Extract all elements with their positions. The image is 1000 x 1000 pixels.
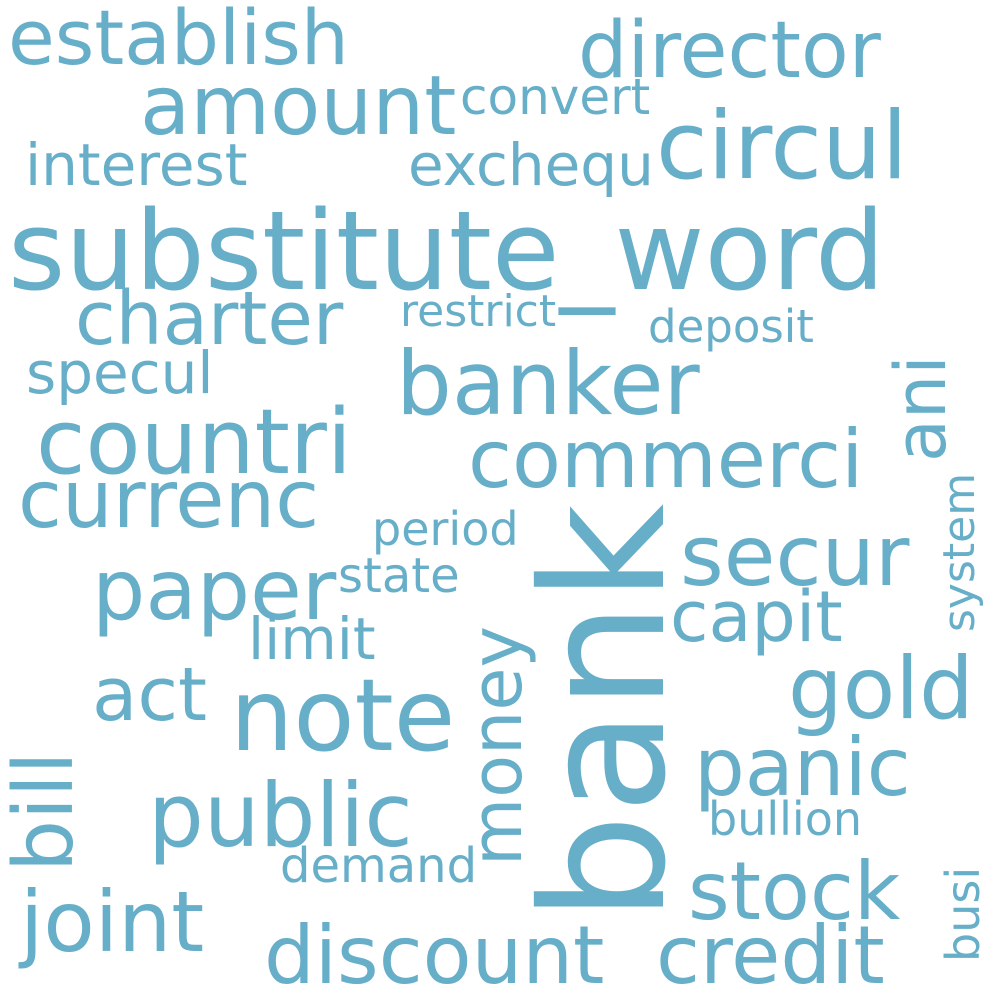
word-note: note — [230, 657, 456, 774]
word-state: state — [338, 548, 460, 604]
word-charter: charter — [75, 276, 344, 362]
word-circul: circul — [656, 92, 908, 201]
word-deposit: deposit — [648, 300, 814, 353]
word-gold: gold — [788, 639, 974, 739]
word-joint: joint — [20, 873, 205, 971]
word-convert: convert — [460, 68, 651, 126]
word-commerci: commerci — [468, 413, 864, 506]
word-busi: busi — [936, 866, 990, 962]
word-act: act — [92, 652, 208, 738]
word-bullion: bullion — [708, 792, 862, 846]
word-discount: discount — [264, 909, 605, 1000]
word-currenc: currenc — [18, 453, 320, 546]
word-money: money — [456, 626, 538, 866]
word-bill: bill — [0, 751, 92, 872]
word-countri: countri — [36, 390, 352, 495]
word-restrict: restrict — [400, 286, 557, 337]
word-capit: capit — [670, 576, 843, 658]
word-substitute-word: substitute_word — [8, 187, 885, 315]
word-stock: stock — [688, 845, 901, 938]
word-period: period — [372, 502, 519, 556]
word-director: director — [578, 6, 881, 96]
word-secur: secur — [680, 507, 910, 605]
word-amount: amount — [140, 59, 457, 154]
word-paper: paper — [92, 541, 337, 639]
word-public: public — [148, 764, 413, 867]
word-limit: limit — [248, 605, 376, 673]
word-demand: demand — [280, 838, 478, 894]
word-system: system — [934, 472, 985, 632]
word-banker: banker — [396, 332, 700, 435]
word-interest: interest — [25, 131, 248, 199]
word-ani: ani — [880, 355, 962, 462]
word-establish: establish — [8, 0, 349, 82]
word-credit: credit — [656, 909, 885, 1000]
word-exchequ: exchequ — [408, 131, 654, 199]
word-specul: specul — [26, 339, 214, 407]
word-bank: bank — [506, 503, 704, 922]
word-panic: panic — [694, 721, 911, 814]
